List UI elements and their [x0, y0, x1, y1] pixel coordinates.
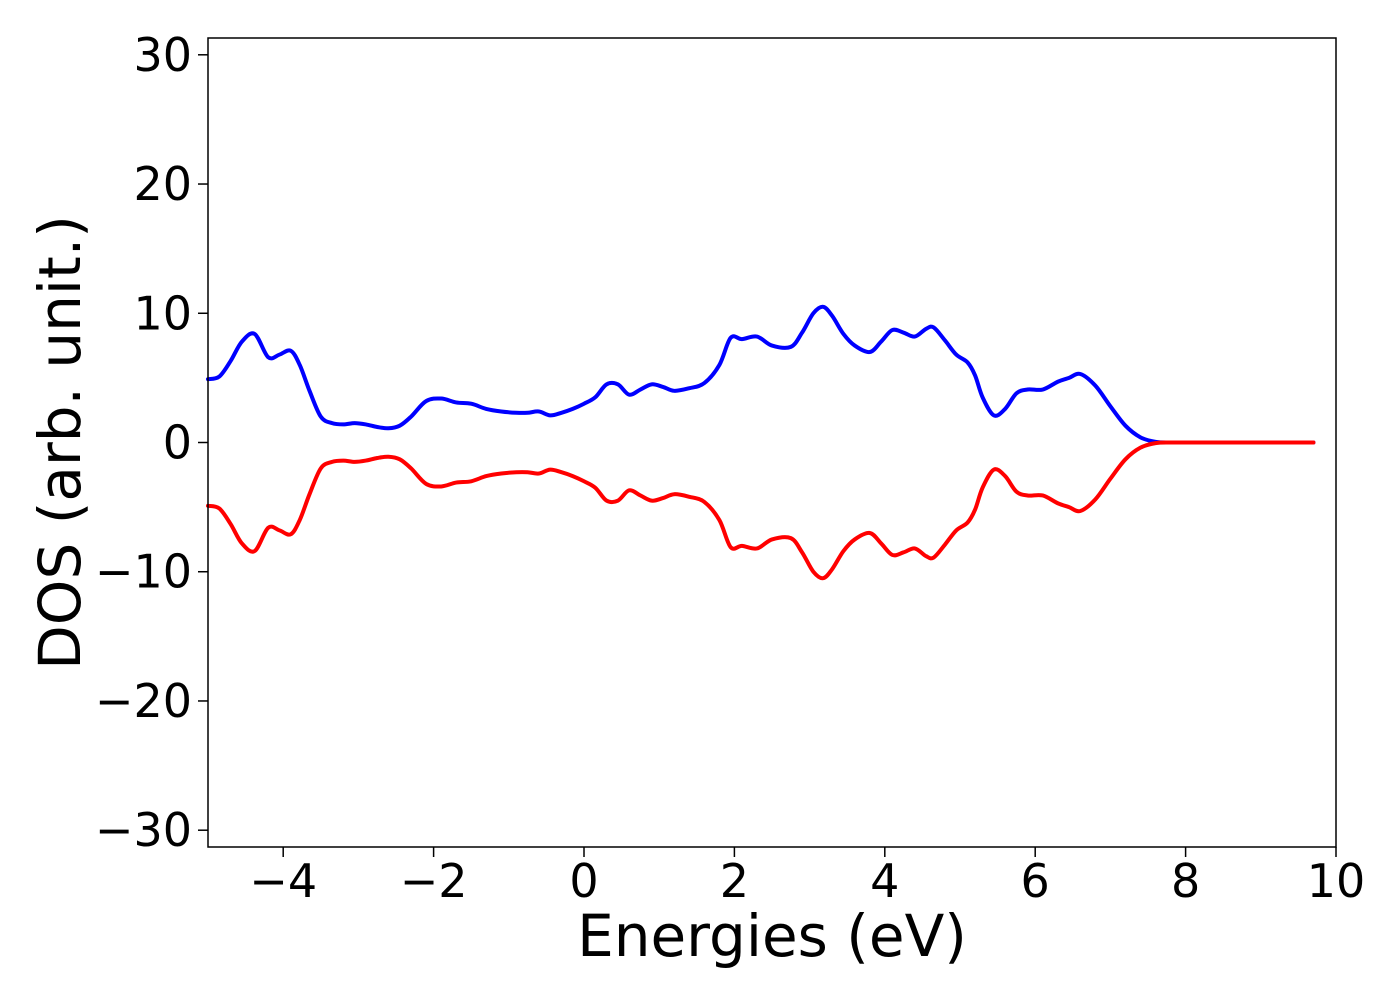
x-tick-label: 0	[569, 854, 598, 908]
x-tick-label: 2	[720, 854, 749, 908]
x-axis-label: Energies (eV)	[577, 902, 967, 970]
x-tick-label: 6	[1021, 854, 1050, 908]
x-tick-label: −2	[400, 854, 468, 908]
y-tick-label: −30	[95, 803, 192, 857]
x-tick-label: 4	[870, 854, 899, 908]
series-layer	[206, 304, 1316, 581]
x-tick-label: −4	[249, 854, 317, 908]
x-axis-ticks: −4 −2 0 2 4 6 8 10	[249, 847, 1365, 908]
series-line-up	[206, 304, 1316, 445]
y-tick-label: 0	[163, 416, 192, 470]
y-axis-label: DOS (arb. unit.)	[26, 215, 94, 670]
y-tick-label: −10	[95, 545, 192, 599]
x-tick-label: 8	[1171, 854, 1200, 908]
series-line-down	[206, 440, 1316, 581]
y-tick-label: 20	[133, 157, 192, 211]
y-axis-ticks: 30 20 10 0 −10 −20 −30	[95, 28, 208, 857]
y-tick-label: 10	[133, 286, 192, 340]
y-tick-label: 30	[133, 28, 192, 82]
y-tick-label: −20	[95, 674, 192, 728]
x-tick-label: 10	[1307, 854, 1366, 908]
